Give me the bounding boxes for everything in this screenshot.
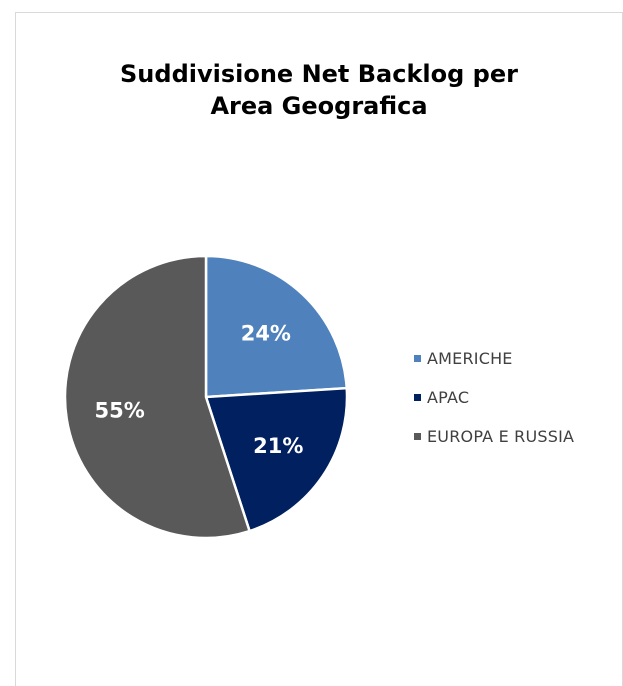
legend-item-europa-e-russia: EUROPA E RUSSIA [414,426,574,446]
legend: AMERICHE APAC EUROPA E RUSSIA [414,348,574,465]
chart-title: Suddivisione Net Backlog per Area Geogra… [15,58,623,122]
pie-slice-europa-e-russia [63,254,252,540]
data-label-americhe: 24% [241,321,291,345]
legend-swatch-americhe [414,354,421,362]
legend-item-apac: APAC [414,387,574,407]
legend-label-apac: APAC [427,387,470,407]
legend-label-europa-e-russia: EUROPA E RUSSIA [427,426,575,446]
legend-swatch-apac [414,393,421,401]
legend-swatch-europa-e-russia [414,432,421,440]
chart-title-line-1: Suddivisione Net Backlog per [120,60,518,88]
legend-label-americhe: AMERICHE [427,348,513,368]
pie-slice-apac [204,386,349,533]
pie-slice-americhe [204,254,349,399]
chart-title-line-2: Area Geografica [210,92,428,120]
legend-item-americhe: AMERICHE [414,348,574,368]
data-label-europa-e-russia: 55% [95,399,145,423]
data-label-apac: 21% [253,434,303,458]
